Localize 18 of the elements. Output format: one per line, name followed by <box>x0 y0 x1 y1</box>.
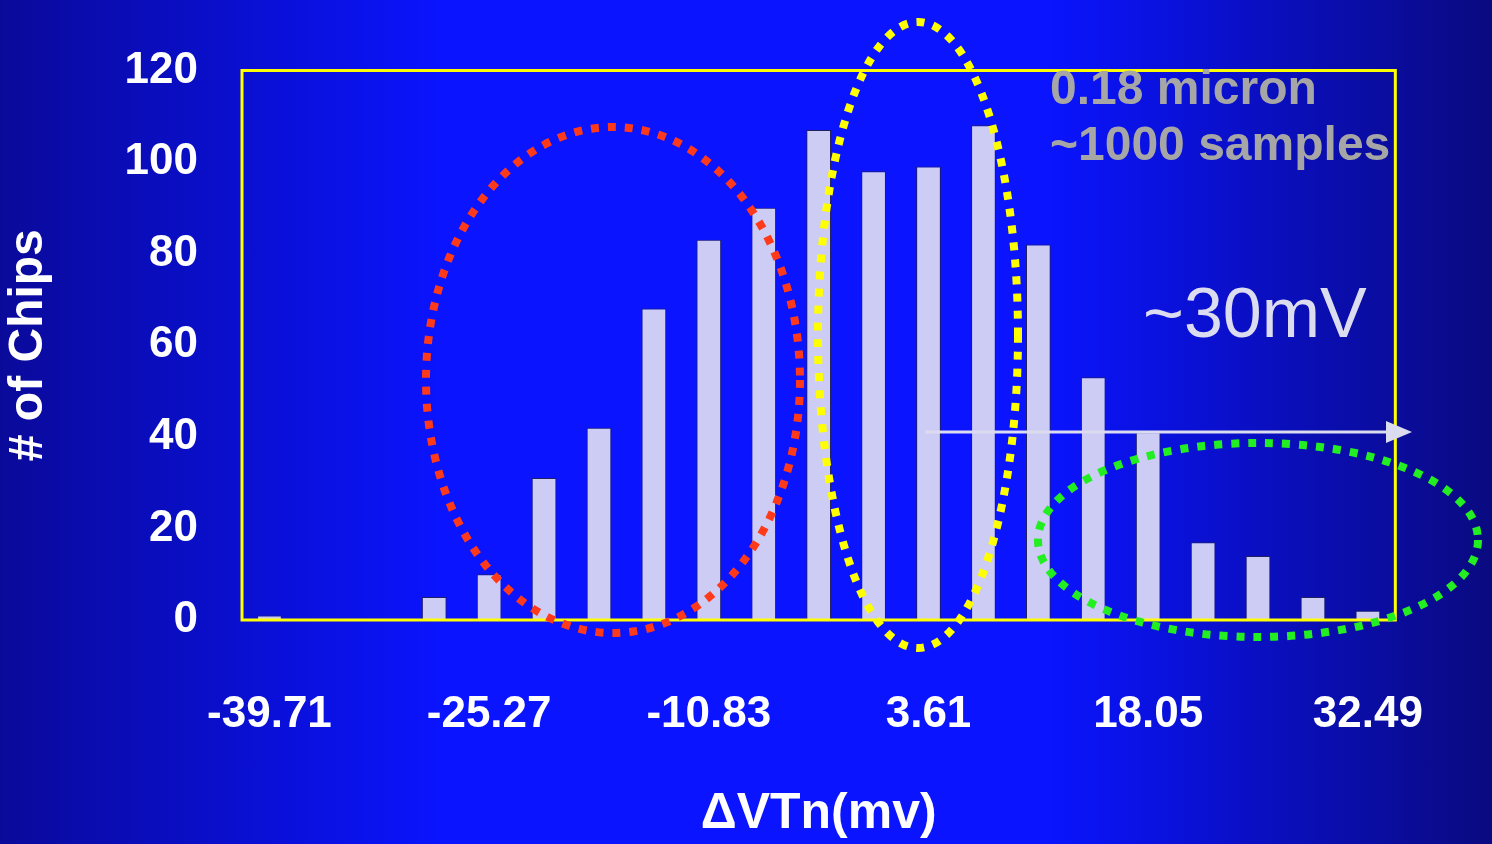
y-tick-label: 80 <box>149 225 198 275</box>
y-axis-title: # of Chips <box>0 229 53 462</box>
y-tick-label: 40 <box>149 408 198 458</box>
x-tick-label: 18.05 <box>1093 686 1204 736</box>
y-tick-label: 60 <box>149 317 198 367</box>
x-tick-label: -25.27 <box>426 686 552 736</box>
y-tick-label: 100 <box>124 134 198 184</box>
x-tick-label: 3.61 <box>885 686 972 736</box>
annotation: ~1000 samples <box>1050 117 1391 171</box>
y-tick-label: 20 <box>149 500 198 550</box>
y-tick-label: 120 <box>124 42 198 92</box>
x-tick-label: -10.83 <box>646 686 772 736</box>
x-tick-label: -39.71 <box>207 686 332 736</box>
annotation: 0.18 micron <box>1050 61 1317 115</box>
annotation: ~30mV <box>1143 274 1367 352</box>
x-tick-label: 32.49 <box>1312 686 1423 736</box>
x-axis-title: ΔVTn(mv) <box>700 782 937 839</box>
y-tick-label: 0 <box>173 592 198 642</box>
